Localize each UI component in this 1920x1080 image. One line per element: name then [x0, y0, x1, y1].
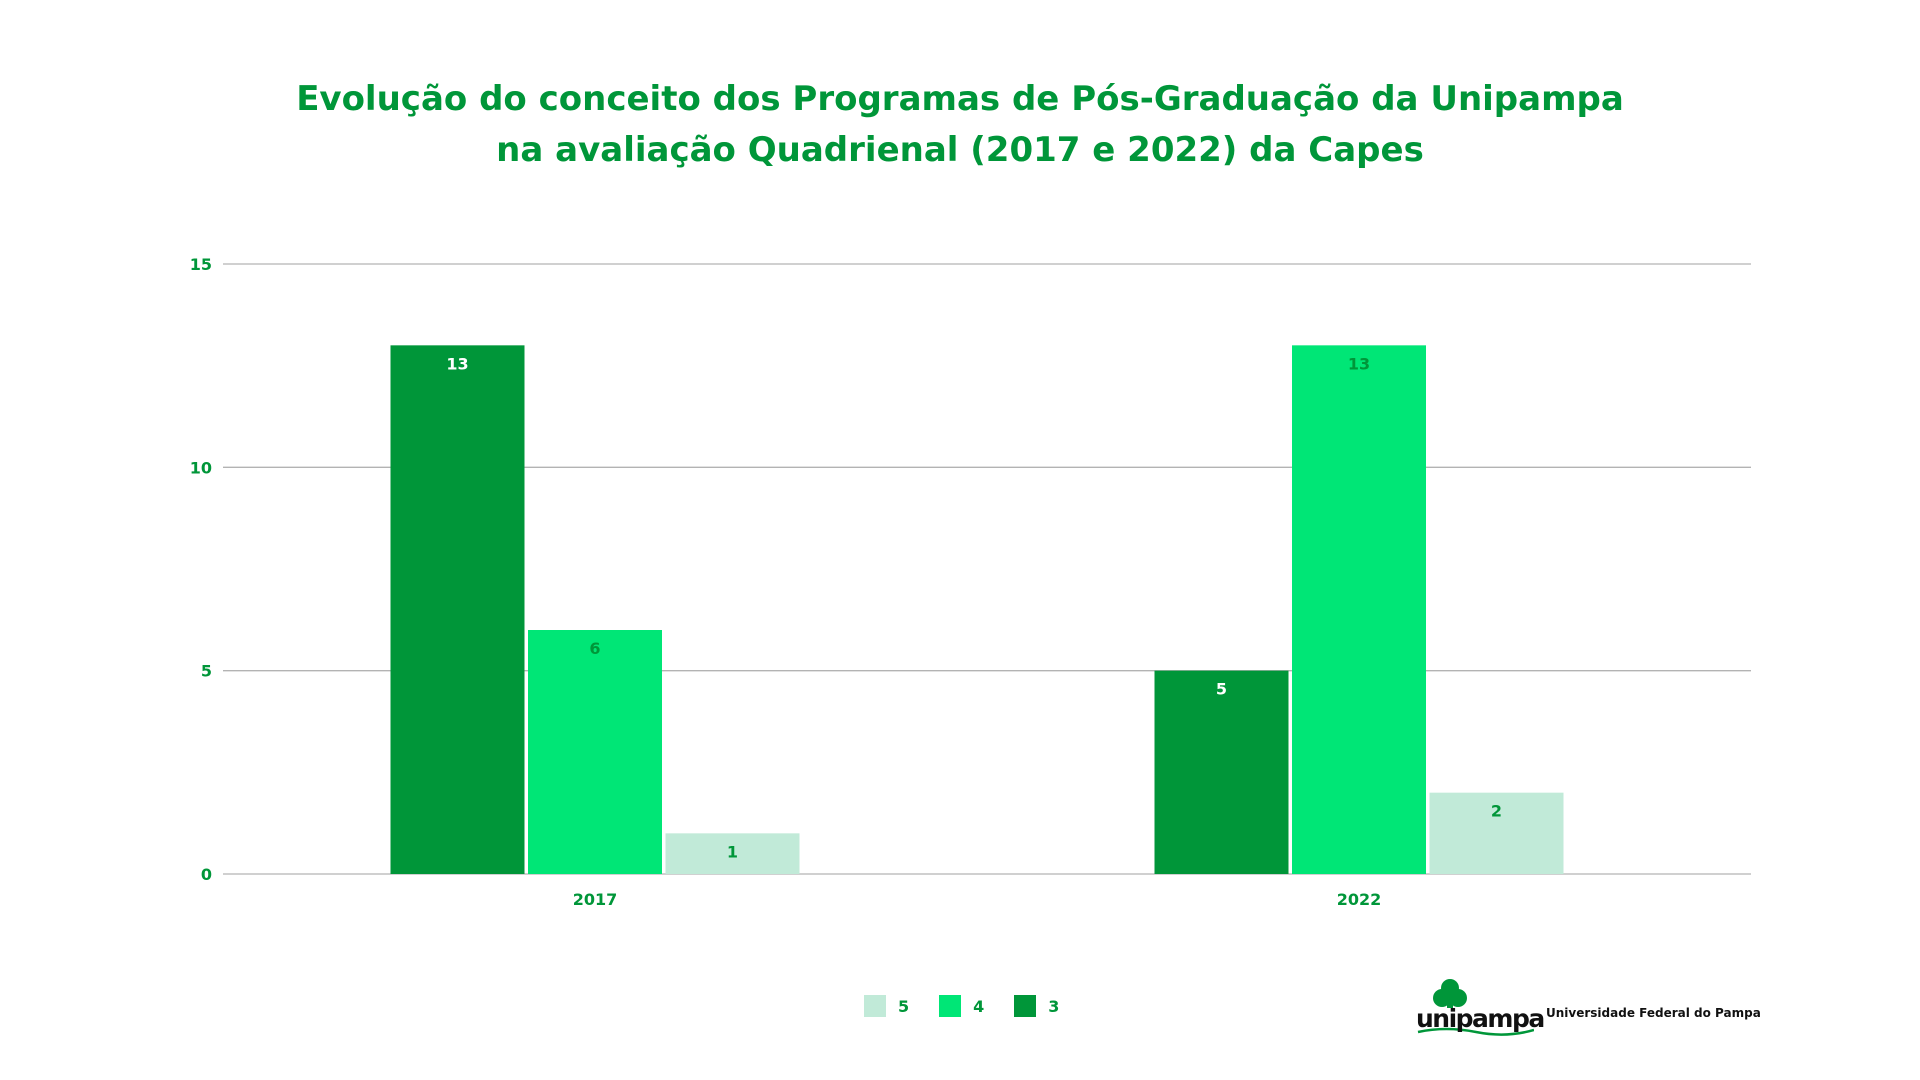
legend-swatch — [1014, 995, 1037, 1017]
y-tick-label: 5 — [201, 662, 212, 681]
tree-logo-icon: unipampa — [1416, 978, 1545, 1036]
y-tick-label: 0 — [201, 865, 212, 884]
x-tick-label: 2017 — [573, 890, 618, 909]
legend: 5 4 3 — [864, 995, 1059, 1017]
logo-subtitle: Universidade Federal do Pampa — [1546, 1006, 1761, 1020]
legend-label: 4 — [973, 996, 985, 1016]
legend-item-5: 5 — [864, 995, 909, 1017]
unipampa-logo: unipampa Universidade Federal do Pampa — [1416, 978, 1761, 1036]
title-line-1: Evolução do conceito dos Programas de Pó… — [296, 79, 1624, 119]
legend-item-3: 3 — [1014, 995, 1059, 1017]
data-label: 13 — [446, 354, 468, 373]
title-line-2: na avaliação Quadrienal (2017 e 2022) da… — [496, 130, 1424, 170]
data-label: 6 — [589, 639, 600, 658]
x-tick-label: 2022 — [1337, 890, 1382, 909]
data-label: 13 — [1348, 354, 1370, 373]
logo-wordmark: unipampa — [1416, 1004, 1545, 1033]
bar-2017-5 — [665, 833, 800, 874]
legend-swatch — [939, 995, 962, 1017]
legend-label: 3 — [1048, 996, 1060, 1016]
legend-swatch — [864, 995, 886, 1017]
y-tick-label: 15 — [190, 255, 212, 274]
chart-title: Evolução do conceito dos Programas de Pó… — [0, 74, 1920, 176]
data-label: 2 — [1491, 802, 1502, 821]
bar-2017-4 — [528, 630, 662, 874]
y-tick-label: 10 — [190, 458, 212, 477]
data-label: 5 — [1216, 680, 1227, 699]
bar-2022-5 — [1429, 792, 1564, 874]
legend-item-4: 4 — [939, 995, 984, 1017]
legend-label: 5 — [898, 996, 910, 1016]
data-label: 1 — [727, 842, 738, 861]
bar-2022-3 — [1154, 670, 1289, 874]
bar-2017-3 — [390, 345, 525, 874]
bar-2022-4 — [1292, 345, 1426, 874]
